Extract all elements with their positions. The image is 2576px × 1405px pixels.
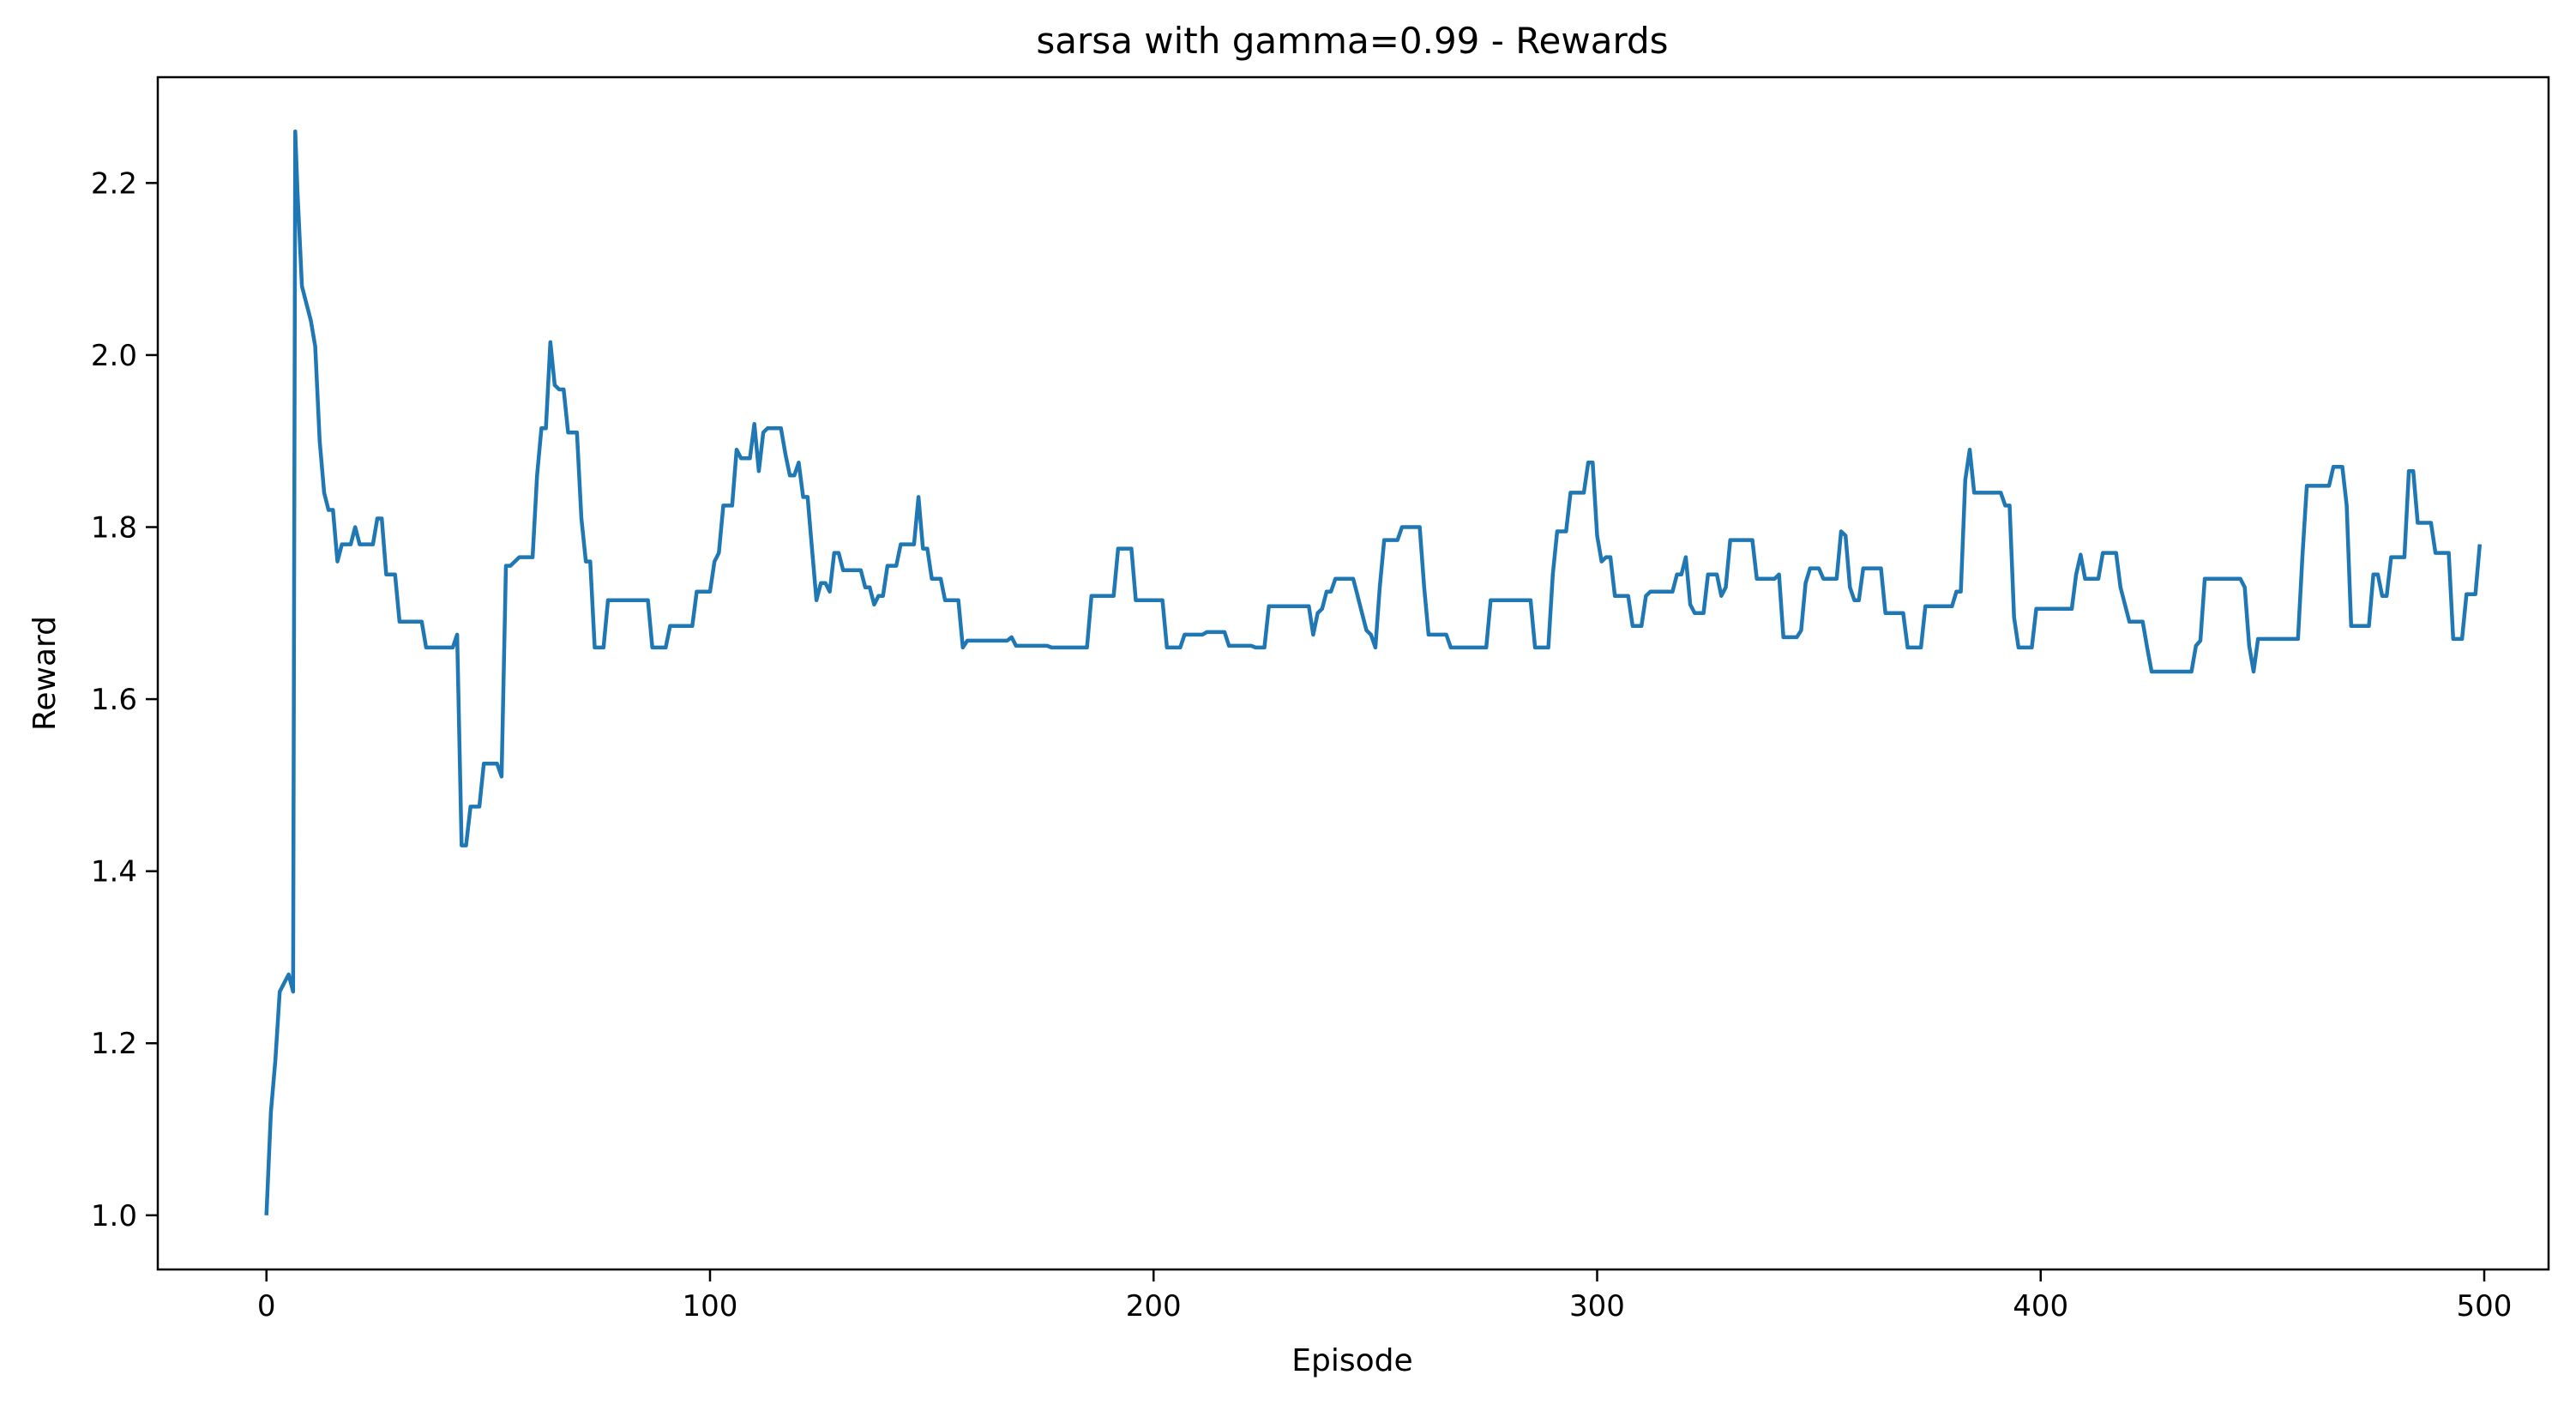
y-axis: 1.0 1.2 1.4 1.6 1.8 2.0 2.2 (91, 166, 158, 1233)
x-tick-label: 500 (2457, 1289, 2513, 1324)
x-tick-label: 300 (1569, 1289, 1625, 1324)
reward-series-line (264, 129, 2483, 1215)
y-tick-label: 1.4 (91, 855, 137, 889)
x-tick-label: 100 (683, 1289, 738, 1324)
chart-title: sarsa with gamma=0.99 - Rewards (1036, 20, 1668, 62)
y-tick-label: 1.0 (91, 1199, 137, 1233)
x-axis-label: Episode (1291, 1343, 1412, 1378)
y-tick-label: 1.6 (91, 683, 137, 717)
y-tick-label: 1.8 (91, 511, 137, 546)
plot-area-frame (156, 75, 2550, 1271)
y-axis-label: Reward (27, 616, 63, 731)
x-axis: 0 100 200 300 400 500 (257, 1269, 2513, 1324)
x-tick-label: 0 (257, 1289, 276, 1324)
y-tick-label: 2.2 (91, 166, 137, 201)
y-tick-label: 1.2 (91, 1027, 137, 1061)
x-tick-label: 200 (1126, 1289, 1182, 1324)
x-tick-label: 400 (2013, 1289, 2068, 1324)
y-tick-label: 2.0 (91, 339, 137, 373)
